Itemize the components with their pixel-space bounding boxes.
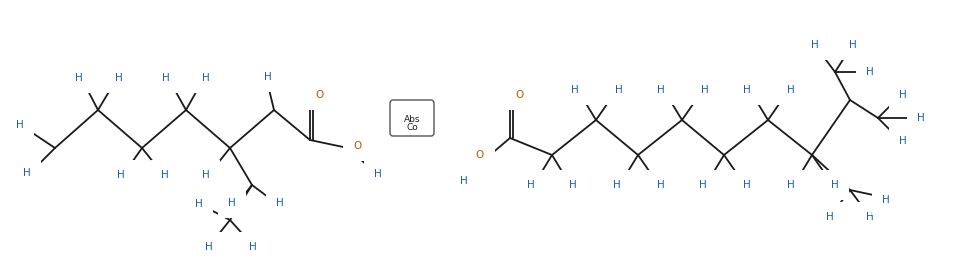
Text: H: H [264, 72, 272, 82]
Text: H: H [831, 180, 839, 190]
Text: H: H [658, 180, 665, 190]
Text: H: H [228, 198, 235, 208]
Text: H: H [195, 199, 203, 209]
Text: H: H [276, 198, 284, 208]
Text: H: H [202, 170, 210, 180]
Text: H: H [701, 85, 709, 95]
Text: O: O [516, 90, 524, 100]
Text: O: O [476, 150, 485, 160]
Text: H: H [616, 85, 623, 95]
Text: H: H [849, 40, 857, 50]
Text: H: H [202, 73, 210, 83]
Text: H: H [787, 85, 795, 95]
Text: H: H [867, 212, 873, 222]
Text: H: H [827, 212, 834, 222]
Text: H: H [882, 195, 890, 205]
Text: H: H [75, 73, 83, 83]
Text: Abs: Abs [404, 114, 420, 123]
Text: H: H [161, 170, 169, 180]
Text: H: H [460, 176, 468, 186]
Text: H: H [867, 67, 873, 77]
Text: H: H [249, 242, 257, 252]
Text: H: H [23, 168, 31, 178]
Text: H: H [899, 136, 907, 146]
Text: H: H [917, 113, 925, 123]
Text: H: H [787, 180, 795, 190]
Text: H: H [115, 73, 123, 83]
Text: H: H [743, 180, 751, 190]
Text: H: H [117, 170, 125, 180]
Text: H: H [700, 180, 707, 190]
Text: H: H [374, 169, 382, 179]
Text: H: H [658, 85, 665, 95]
Text: H: H [899, 90, 907, 100]
Text: H: H [811, 40, 819, 50]
Text: Co: Co [406, 123, 418, 133]
Text: H: H [528, 180, 534, 190]
FancyBboxPatch shape [390, 100, 434, 136]
Text: H: H [205, 242, 213, 252]
Text: H: H [572, 85, 579, 95]
Text: H: H [743, 85, 751, 95]
Text: O: O [354, 141, 362, 151]
Text: H: H [17, 120, 23, 130]
Text: H: H [570, 180, 576, 190]
Text: H: H [162, 73, 170, 83]
Text: H: H [614, 180, 620, 190]
Text: O: O [316, 90, 324, 100]
